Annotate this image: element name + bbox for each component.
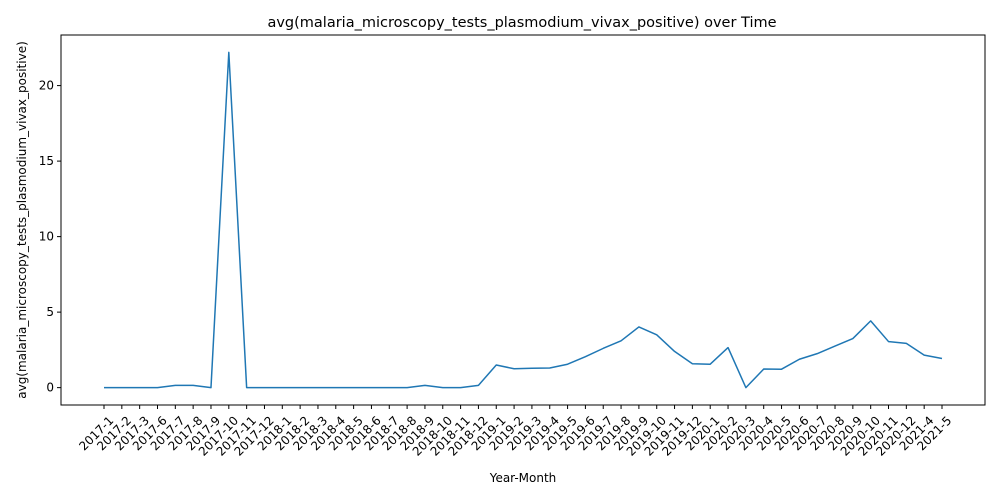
y-axis-title: avg(malaria_microscopy_tests_plasmodium_… (15, 41, 29, 399)
y-tick-label: 5 (46, 305, 54, 319)
y-tick-label: 0 (46, 381, 54, 395)
chart-title: avg(malaria_microscopy_tests_plasmodium_… (267, 15, 776, 31)
plot-area (60, 34, 986, 406)
y-axis: 0 5 10 15 20 (39, 79, 61, 395)
x-axis: 2017-12017-22017-32017-62017-72017-82017… (76, 405, 954, 459)
y-tick-label: 15 (39, 154, 54, 168)
series-line (104, 51, 943, 389)
y-tick-label: 20 (39, 79, 54, 93)
y-tick-label: 10 (39, 230, 54, 244)
x-axis-title: Year-Month (489, 471, 557, 485)
